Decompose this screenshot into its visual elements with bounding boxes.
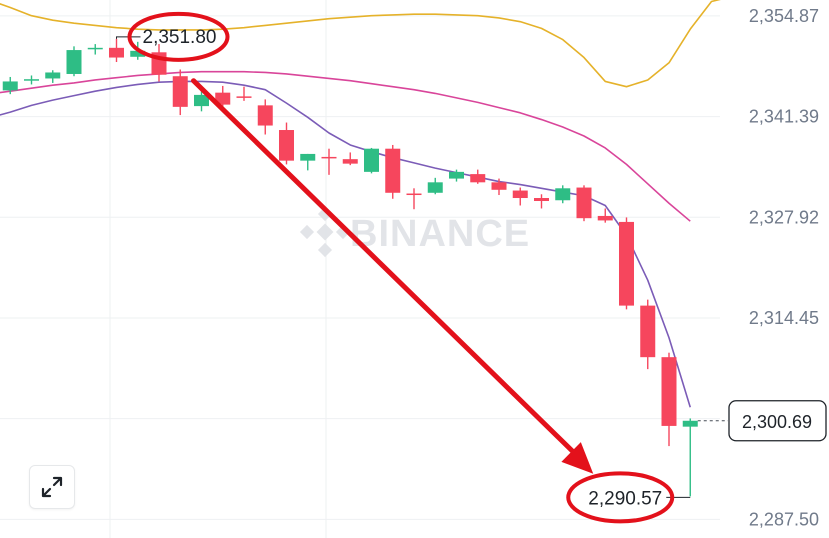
candle-body xyxy=(215,92,231,105)
candle-body xyxy=(555,188,571,201)
candle xyxy=(45,70,61,83)
candle-body xyxy=(109,47,124,58)
candle-body xyxy=(449,171,464,179)
y-tick-label: 2,287.50 xyxy=(749,509,819,529)
candle-body xyxy=(385,148,401,193)
low-price-label: 2,290.57 xyxy=(588,488,662,509)
extreme-markers: 2,351.80 2,290.57 xyxy=(116,11,691,524)
grid-layer xyxy=(0,0,720,538)
candle xyxy=(491,178,507,196)
candle-body xyxy=(130,50,146,57)
candle xyxy=(172,69,188,116)
candle-body xyxy=(236,96,252,98)
price-axis: 2,354.872,341.392,327.922,314.452,300.98… xyxy=(749,6,819,529)
candle xyxy=(87,44,103,55)
last-price-tag: 2,300.69 xyxy=(728,400,827,442)
candle-body xyxy=(512,190,528,199)
candle-body xyxy=(194,94,209,107)
candle xyxy=(151,44,167,82)
candle xyxy=(406,188,422,210)
candle-body xyxy=(172,76,188,107)
candle-body xyxy=(66,50,82,74)
candle xyxy=(279,122,294,165)
expand-chart-button[interactable] xyxy=(29,465,75,509)
candle xyxy=(427,177,443,195)
binance-watermark: BINANCE xyxy=(299,206,530,258)
candle xyxy=(682,418,698,497)
y-tick-label: 2,341.39 xyxy=(749,107,819,127)
candle-body xyxy=(300,153,316,161)
candle xyxy=(640,299,656,370)
candle-body xyxy=(406,193,422,196)
high-price-label: 2,351.80 xyxy=(143,27,217,48)
candle xyxy=(555,185,571,204)
ma-slow-line xyxy=(0,0,721,88)
high-marker-connector xyxy=(116,36,141,39)
candle-body xyxy=(427,182,443,193)
expand-arrows-icon xyxy=(41,476,63,498)
candle-body xyxy=(321,156,337,159)
arrow-head xyxy=(561,442,594,474)
candle xyxy=(109,38,124,63)
candle-body xyxy=(491,182,507,190)
candle-body xyxy=(534,198,549,202)
candle xyxy=(619,217,634,310)
high-highlight-circle xyxy=(127,11,230,62)
candle-body xyxy=(2,81,18,91)
arrow-shaft xyxy=(191,78,582,461)
candle-body xyxy=(45,72,61,79)
binance-logo-icon xyxy=(299,206,351,258)
candle xyxy=(576,185,592,222)
candle xyxy=(534,194,549,209)
candle xyxy=(24,75,39,85)
candle xyxy=(236,86,252,101)
y-tick-label: 2,327.92 xyxy=(749,207,819,227)
candle xyxy=(449,169,464,182)
candle xyxy=(257,99,273,135)
candle xyxy=(385,144,401,199)
candle xyxy=(321,148,337,175)
candle-body xyxy=(682,420,698,427)
ma-mid-line xyxy=(0,70,691,222)
candle-body xyxy=(257,105,273,126)
candle-body xyxy=(24,79,39,81)
last-price-tag-box xyxy=(728,400,827,442)
candle-body xyxy=(640,305,656,358)
candle-body xyxy=(279,130,294,161)
candle-body xyxy=(619,221,634,306)
candle xyxy=(300,153,316,171)
candle xyxy=(2,76,18,95)
watermark-text: BINANCE xyxy=(350,213,530,255)
downtrend-arrow xyxy=(191,78,594,474)
candle-body xyxy=(661,357,677,426)
candle xyxy=(661,352,677,447)
low-highlight-circle xyxy=(566,471,675,524)
candle-body xyxy=(342,159,358,164)
candle xyxy=(215,85,231,108)
candle-body xyxy=(364,148,379,172)
candle-body xyxy=(597,215,613,221)
candle xyxy=(342,152,358,166)
last-price-tag-value: 2,300.69 xyxy=(742,412,812,432)
candle-body xyxy=(87,47,103,50)
candle xyxy=(512,187,528,206)
moving-average-lines xyxy=(0,0,721,408)
y-tick-label: 2,314.45 xyxy=(749,308,819,328)
y-tick-label: 2,354.87 xyxy=(749,6,819,26)
candle xyxy=(194,91,209,112)
candle xyxy=(470,169,486,184)
candlestick-series xyxy=(2,38,698,497)
candle xyxy=(66,46,82,77)
candle xyxy=(597,208,613,223)
candle-body xyxy=(470,174,486,183)
candle xyxy=(364,147,379,174)
candle-body xyxy=(576,187,592,219)
ma-fast-line xyxy=(0,80,692,408)
